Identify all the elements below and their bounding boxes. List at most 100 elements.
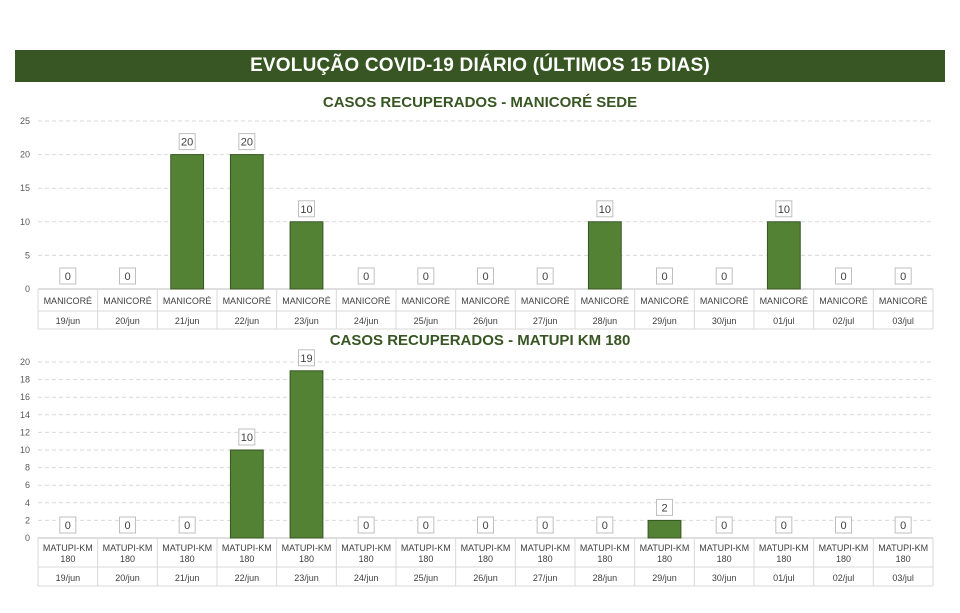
data-label-box	[178, 516, 196, 534]
bar	[647, 519, 682, 539]
data-label: 20	[181, 137, 193, 149]
category-group-label: MANICORÉ	[223, 296, 272, 306]
data-label-box	[596, 200, 614, 218]
category-group-label: MANICORÉ	[282, 296, 331, 306]
data-label-box	[656, 267, 673, 285]
data-label: 0	[900, 520, 906, 532]
category-group-label: MATUPI-KM	[222, 543, 272, 553]
x-tick-label: 19/jun	[56, 573, 81, 583]
category-group-label: MATUPI-KM	[640, 543, 690, 553]
data-label: 0	[840, 271, 846, 283]
category-group-label: MATUPI-KM	[43, 543, 93, 553]
data-label-box	[59, 267, 77, 285]
x-tick-label: 24/jun	[354, 573, 379, 583]
x-tick-label: 30/jun	[712, 316, 737, 326]
data-label: 10	[241, 432, 253, 444]
category-group-label: MATUPI-KM	[520, 543, 570, 553]
bar	[766, 221, 801, 290]
category-group-label: 180	[776, 554, 791, 564]
data-label-box	[894, 267, 912, 285]
category-group-label: 180	[359, 554, 374, 564]
y-tick-label: 0	[25, 533, 30, 543]
data-label: 0	[602, 520, 608, 532]
category-group-label: MANICORÉ	[44, 296, 93, 306]
x-tick-label: 29/jun	[652, 316, 677, 326]
x-tick-label: 01/jul	[773, 573, 795, 583]
category-group-label: MATUPI-KM	[580, 543, 630, 553]
x-tick-label: 23/jun	[294, 573, 319, 583]
category-group-label: 180	[896, 554, 911, 564]
y-tick-label: 20	[20, 150, 30, 160]
data-label: 0	[423, 271, 429, 283]
data-label: 0	[781, 520, 787, 532]
category-group-label: MATUPI-KM	[103, 543, 153, 553]
category-group-label: MANICORÉ	[700, 296, 749, 306]
category-group-label: MANICORÉ	[521, 296, 570, 306]
data-label-box	[656, 498, 673, 516]
category-group-label: 180	[597, 554, 612, 564]
data-label: 0	[124, 520, 130, 532]
x-tick-label: 21/jun	[175, 573, 200, 583]
category-group-label: 180	[299, 554, 314, 564]
data-label-box	[775, 516, 793, 534]
data-label-box	[298, 349, 315, 367]
data-label: 0	[482, 271, 488, 283]
x-tick-label: 02/jul	[833, 316, 855, 326]
x-tick-label: 02/jul	[833, 573, 855, 583]
x-tick-label: 03/jul	[892, 573, 914, 583]
category-group-label: 180	[478, 554, 493, 564]
data-label-box	[417, 516, 435, 534]
data-label-box	[417, 267, 435, 285]
x-tick-label: 27/jun	[533, 316, 558, 326]
data-label-box	[119, 516, 136, 534]
y-tick-label: 2	[25, 515, 30, 525]
data-label-box	[119, 267, 136, 285]
data-label: 2	[661, 502, 667, 514]
category-group-label: MATUPI-KM	[282, 543, 332, 553]
data-label: 0	[721, 520, 727, 532]
category-group-label: MATUPI-KM	[401, 543, 451, 553]
data-label: 0	[363, 271, 369, 283]
chart-title: CASOS RECUPERADOS - MATUPI KM 180	[330, 332, 631, 349]
y-tick-label: 15	[20, 183, 30, 193]
y-tick-label: 12	[20, 427, 30, 437]
data-label: 19	[300, 353, 312, 365]
data-label: 0	[482, 520, 488, 532]
category-group-label: MATUPI-KM	[819, 543, 869, 553]
y-tick-label: 4	[25, 498, 30, 508]
y-tick-label: 6	[25, 480, 30, 490]
data-label-box	[715, 267, 733, 285]
category-group-label: 180	[180, 554, 195, 564]
y-tick-label: 8	[25, 463, 30, 473]
x-tick-label: 01/jul	[773, 316, 795, 326]
data-label: 0	[184, 520, 190, 532]
y-tick-label: 20	[20, 357, 30, 367]
category-group-label: MANICORÉ	[760, 296, 809, 306]
bar	[229, 154, 264, 290]
x-tick-label: 29/jun	[652, 573, 677, 583]
data-label-box	[477, 267, 494, 285]
category-group-label: MANICORÉ	[819, 296, 868, 306]
category-group-label: MATUPI-KM	[699, 543, 749, 553]
y-tick-label: 10	[20, 445, 30, 455]
chart-1: CASOS RECUPERADOS - MANICORÉ SEDE 0 5 10 15 2…	[20, 94, 934, 330]
data-label-box	[835, 267, 852, 285]
bar	[229, 449, 264, 539]
category-group-label: MATUPI-KM	[461, 543, 511, 553]
data-label: 0	[423, 520, 429, 532]
category-group-label: MANICORÉ	[581, 296, 630, 306]
chart-title: CASOS RECUPERADOS - MANICORÉ SEDE	[323, 94, 637, 111]
y-tick-label: 25	[20, 116, 30, 126]
x-tick-label: 03/jul	[892, 316, 914, 326]
category-group-label: MANICORÉ	[640, 296, 689, 306]
chart-2: CASOS RECUPERADOS - MATUPI KM 180 0 2 4 6 8 10…	[20, 332, 934, 587]
x-tick-label: 25/jun	[414, 573, 439, 583]
data-label-box	[477, 516, 494, 534]
data-label-box	[298, 200, 315, 218]
bar	[289, 370, 324, 539]
category-group-label: 180	[538, 554, 553, 564]
data-label-box	[835, 516, 852, 534]
category-group-label: 180	[418, 554, 433, 564]
data-label-box	[536, 516, 554, 534]
y-tick-label: 18	[20, 375, 30, 385]
